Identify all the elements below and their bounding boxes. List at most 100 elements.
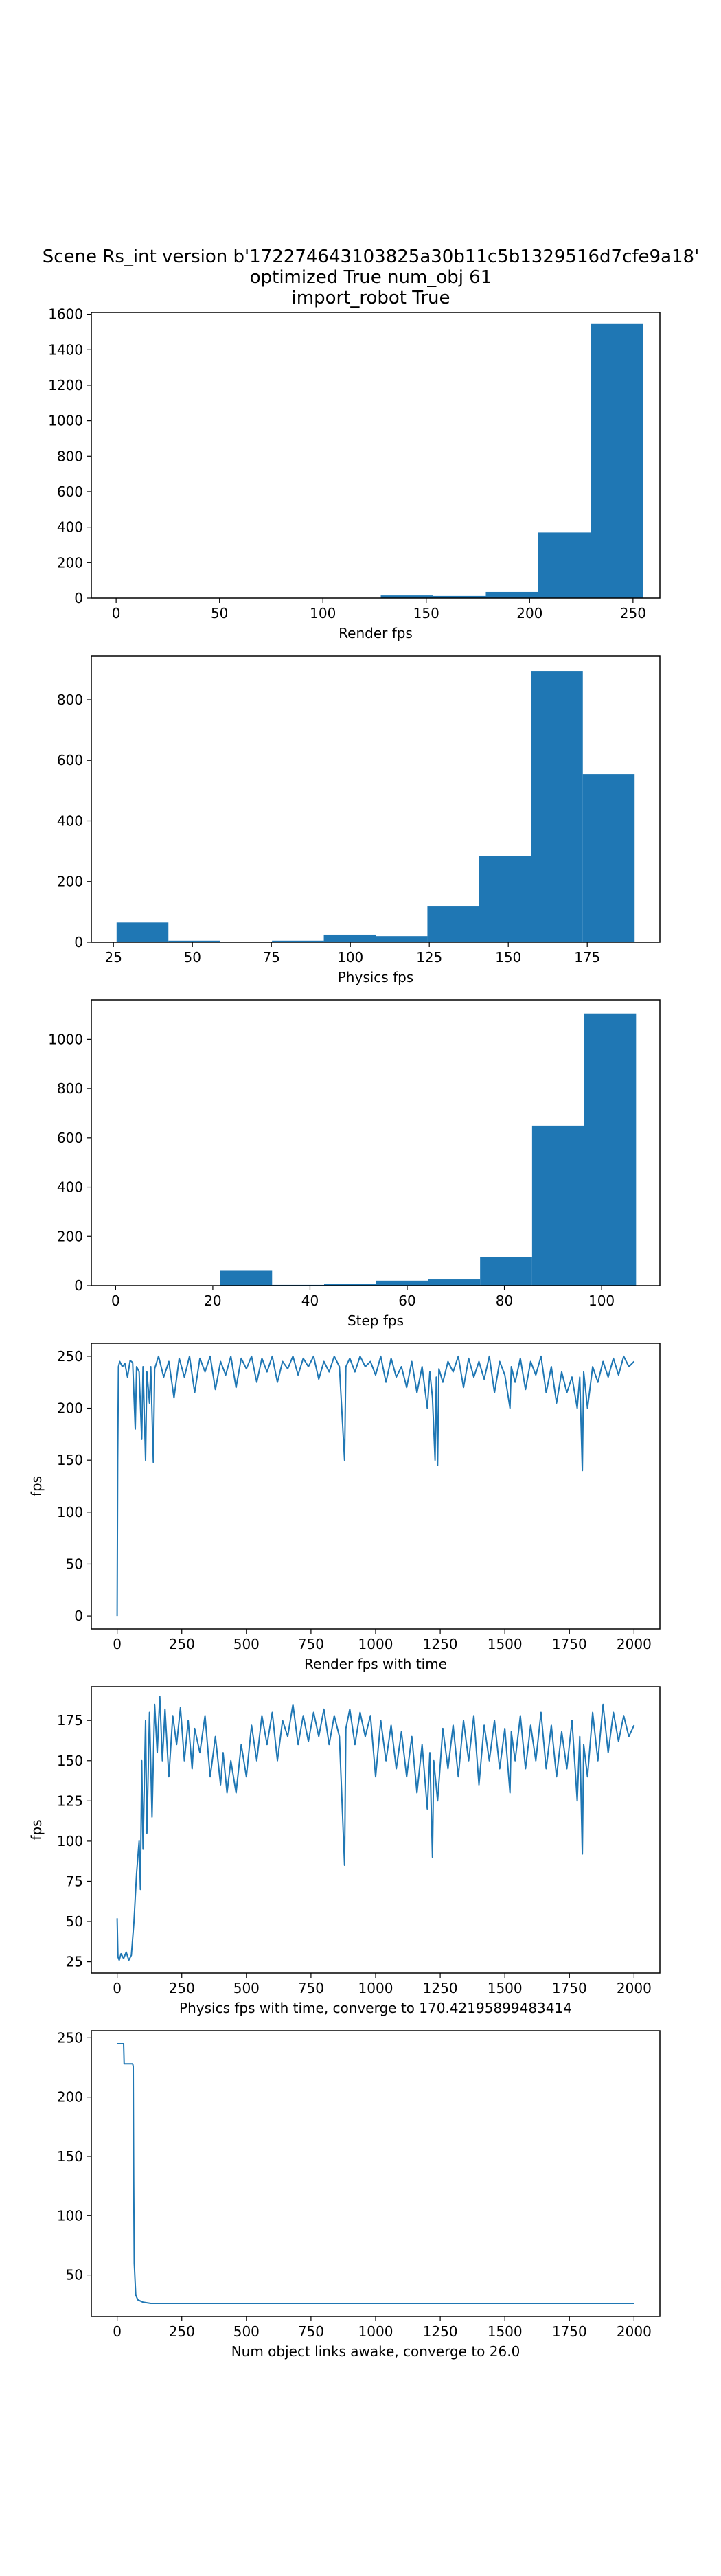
series-line bbox=[116, 1355, 635, 1617]
x-tick-label: 0 bbox=[112, 605, 121, 622]
y-tick-1200: 1200 bbox=[48, 377, 91, 394]
histogram-bar-5 bbox=[376, 936, 428, 942]
y-tick-400: 400 bbox=[57, 1179, 91, 1196]
panel-num-object-links-awake: 0 250 500 750 1000 1250 1500 1750 2000 50 100 150 20… bbox=[57, 2029, 661, 2360]
x-tick-label: 100 bbox=[588, 1292, 615, 1309]
y-tick-250: 250 bbox=[57, 2029, 91, 2046]
x-tick-label: 175 bbox=[574, 949, 600, 966]
figure-title-line-2: optimized True num_obj 61 bbox=[250, 267, 492, 288]
y-tick-label: 0 bbox=[74, 934, 83, 950]
x-tick-label: 250 bbox=[169, 1636, 195, 1652]
x-tick-label: 1250 bbox=[423, 2323, 458, 2340]
x-axis-label: Render fps bbox=[339, 625, 413, 641]
y-tick-label: 250 bbox=[57, 1348, 83, 1365]
x-tick-2000: 2000 bbox=[617, 1629, 652, 1652]
axes-frame bbox=[91, 655, 661, 943]
y-axis-label: fps bbox=[28, 1476, 45, 1496]
y-tick-800: 800 bbox=[57, 1080, 91, 1097]
y-tick-600: 600 bbox=[57, 752, 91, 768]
y-tick-0: 0 bbox=[74, 1277, 91, 1294]
y-tick-label: 100 bbox=[57, 2207, 83, 2224]
x-tick-175: 175 bbox=[574, 942, 600, 966]
x-axis-label: Physics fps with time, converge to 170.4… bbox=[179, 2000, 572, 2016]
axes-frame bbox=[91, 1686, 661, 1974]
x-tick-250: 250 bbox=[169, 2316, 195, 2340]
x-tick-1750: 1750 bbox=[552, 1629, 587, 1652]
y-tick-600: 600 bbox=[57, 483, 91, 500]
x-tick-1000: 1000 bbox=[358, 1629, 393, 1652]
y-tick-label: 250 bbox=[57, 2029, 83, 2046]
y-tick-label: 600 bbox=[57, 483, 83, 500]
axes-frame bbox=[91, 2030, 661, 2317]
x-tick-label: 0 bbox=[113, 2323, 122, 2340]
y-tick-label: 200 bbox=[57, 874, 83, 890]
y-tick-label: 25 bbox=[66, 1954, 83, 1970]
y-tick-label: 200 bbox=[57, 554, 83, 571]
x-tick-label: 250 bbox=[620, 605, 646, 622]
y-tick-label: 0 bbox=[74, 590, 83, 606]
y-tick-200: 200 bbox=[57, 554, 91, 571]
y-tick-600: 600 bbox=[57, 1130, 91, 1146]
x-tick-250: 250 bbox=[169, 1973, 195, 1996]
x-tick-label: 1000 bbox=[358, 2323, 393, 2340]
x-tick-1750: 1750 bbox=[552, 2316, 587, 2340]
x-axis-label: Physics fps bbox=[338, 969, 413, 985]
y-tick-label: 400 bbox=[57, 1179, 83, 1196]
x-tick-label: 200 bbox=[516, 605, 542, 622]
y-tick-150: 150 bbox=[57, 1452, 91, 1468]
x-tick-label: 2000 bbox=[617, 2323, 652, 2340]
x-tick-1250: 1250 bbox=[423, 1629, 458, 1652]
y-tick-200: 200 bbox=[57, 2089, 91, 2106]
histogram-bar-0 bbox=[220, 1270, 273, 1286]
series-line bbox=[117, 2043, 634, 2304]
y-tick-1000: 1000 bbox=[48, 413, 91, 429]
y-tick-150: 150 bbox=[57, 2148, 91, 2165]
y-tick-label: 600 bbox=[57, 752, 83, 768]
x-tick-label: 50 bbox=[211, 605, 228, 622]
x-tick-0: 0 bbox=[113, 2316, 122, 2340]
x-tick-label: 0 bbox=[111, 1292, 120, 1309]
y-tick-label: 800 bbox=[57, 692, 83, 708]
y-tick-label: 1200 bbox=[48, 377, 83, 394]
y-tick-label: 800 bbox=[57, 1080, 83, 1097]
y-tick-label: 175 bbox=[57, 1712, 83, 1729]
x-tick-label: 80 bbox=[496, 1292, 513, 1309]
x-tick-label: 1000 bbox=[358, 1636, 393, 1652]
y-tick-label: 125 bbox=[57, 1792, 83, 1809]
histogram-bar-7 bbox=[479, 856, 531, 942]
histogram-bar-4 bbox=[428, 1279, 481, 1286]
x-tick-250: 250 bbox=[620, 598, 646, 622]
y-tick-100: 100 bbox=[57, 1833, 91, 1849]
x-tick-0: 0 bbox=[111, 1286, 120, 1309]
x-tick-500: 500 bbox=[233, 2316, 260, 2340]
x-tick-0: 0 bbox=[113, 1629, 122, 1652]
y-tick-0: 0 bbox=[74, 590, 91, 606]
x-tick-2000: 2000 bbox=[617, 1973, 652, 1996]
x-tick-2000: 2000 bbox=[617, 2316, 652, 2340]
panel-physics-fps-with-time: 0 250 500 750 1000 1250 1500 1750 2000 25 50 75 100 1… bbox=[28, 1686, 661, 2016]
y-tick-label: 150 bbox=[57, 1753, 83, 1769]
axis-ticks: 0 250 500 750 1000 1250 1500 1750 2000 50 100 150 20… bbox=[57, 2029, 652, 2340]
x-tick-100: 100 bbox=[310, 598, 336, 622]
histogram-bars bbox=[380, 323, 643, 598]
axes-frame bbox=[91, 999, 661, 1286]
x-tick-label: 250 bbox=[169, 2323, 195, 2340]
histogram-bar-0 bbox=[116, 922, 169, 942]
y-tick-label: 100 bbox=[57, 1833, 83, 1849]
x-tick-750: 750 bbox=[298, 2316, 324, 2340]
y-tick-125: 125 bbox=[57, 1792, 91, 1809]
y-tick-75: 75 bbox=[66, 1873, 91, 1889]
x-tick-label: 750 bbox=[298, 1980, 324, 1996]
axes-frame bbox=[91, 312, 661, 599]
axis-ticks: 25 50 75 100 125 150 175 0 200 400 600 800 bbox=[57, 692, 600, 966]
x-tick-label: 150 bbox=[495, 949, 521, 966]
y-tick-label: 200 bbox=[57, 1400, 83, 1417]
y-tick-200: 200 bbox=[57, 1228, 91, 1244]
histogram-bar-2 bbox=[323, 1284, 376, 1286]
y-tick-label: 1000 bbox=[48, 1031, 83, 1047]
x-tick-50: 50 bbox=[183, 942, 201, 966]
x-tick-label: 150 bbox=[413, 605, 439, 622]
x-tick-label: 1500 bbox=[488, 1636, 523, 1652]
axes-frame bbox=[91, 1343, 661, 1630]
